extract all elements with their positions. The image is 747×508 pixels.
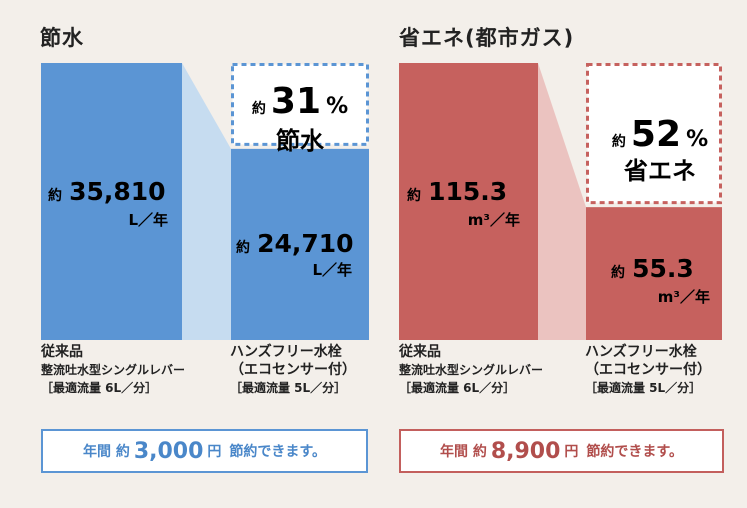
gas-bar-chart: 約 115.3 m³／年 約 55.3 m³／年 約 52 % 省エネ: [399, 63, 722, 340]
gas-cat-name-1: 従来品: [399, 344, 441, 360]
water-reduction-prefix: 約: [252, 100, 266, 117]
water-cat-name-2: ハンズフリー水栓: [230, 344, 342, 360]
gas-bar-handsfree: [586, 207, 722, 340]
water-value-prefix-2: 約: [236, 239, 250, 256]
water-cat-name-1: 従来品: [41, 344, 83, 360]
water-unit-conventional: L／年: [128, 211, 168, 229]
gas-cat-sub-2: （エコセンサー付）: [585, 362, 711, 378]
water-cat-flow-1: ［最適流量 6L／分］: [41, 381, 158, 395]
gas-reduction-unit: %: [686, 127, 708, 152]
water-value-conventional: 35,810: [69, 177, 165, 206]
gas-summary-unit: 円: [564, 444, 579, 460]
svg-text:約 115.3: 約 115.3: [407, 177, 507, 206]
water-unit-handsfree: L／年: [312, 261, 352, 279]
water-value-handsfree: 24,710: [257, 229, 353, 258]
gas-summary-box: 年間 約 8,900 円 節約できます。: [399, 429, 724, 473]
gas-cat-name-2: ハンズフリー水栓: [585, 344, 697, 360]
gas-reduction-prefix: 約: [612, 133, 626, 150]
gas-summary-prefix: 年間 約: [439, 444, 487, 460]
gas-reduction-box: [586, 63, 722, 205]
gas-label-conventional: 従来品 整流吐水型シングルレバー ［最適流量 6L／分］: [399, 343, 543, 397]
gas-unit-handsfree: m³／年: [658, 288, 710, 306]
water-reduction-value: 31: [271, 81, 321, 122]
water-reduction-unit: %: [326, 94, 348, 119]
svg-text:約 52 %: 約 52 %: [612, 114, 708, 155]
water-bar-handsfree: [231, 148, 369, 340]
water-value-prefix-1: 約: [48, 187, 62, 204]
water-summary-unit: 円: [207, 444, 222, 460]
gas-reduction-value: 52: [631, 114, 681, 155]
water-summary-box: 年間 約 3,000 円 節約できます。: [41, 429, 368, 473]
water-summary-suffix: 節約できます。: [229, 444, 327, 460]
gas-unit-conventional: m³／年: [468, 211, 520, 229]
gas-label-handsfree: ハンズフリー水栓 （エコセンサー付） ［最適流量 5L／分］: [585, 343, 711, 397]
svg-text:約 35,810: 約 35,810: [48, 177, 166, 206]
water-reduction-box: [231, 63, 369, 146]
svg-text:約 31 %: 約 31 %: [252, 81, 348, 122]
svg-text:約 24,710: 約 24,710: [236, 229, 354, 258]
water-cat-sub-2: （エコセンサー付）: [230, 362, 356, 378]
water-label-conventional: 従来品 整流吐水型シングルレバー ［最適流量 6L／分］: [41, 343, 185, 397]
water-bar-conventional: [41, 63, 182, 340]
gas-value-prefix-2: 約: [611, 264, 625, 281]
gas-cat-flow-2: ［最適流量 5L／分］: [585, 381, 702, 395]
gas-value-conventional: 115.3: [428, 177, 507, 206]
gas-cat-flow-1: ［最適流量 6L／分］: [399, 381, 516, 395]
water-reduction-label: 節水: [276, 127, 325, 155]
gas-bar-conventional: [399, 63, 538, 340]
water-connector: [182, 63, 231, 340]
gas-value-handsfree: 55.3: [632, 254, 694, 283]
water-panel: 節水 約 35,810 L／年 約 24,710 L／年 約 31 % 節水 従…: [0, 0, 372, 508]
gas-cat-sub-1: 整流吐水型シングルレバー: [399, 363, 544, 377]
water-summary-amount: 3,000: [133, 438, 204, 464]
gas-title: 省エネ(都市ガス): [399, 26, 575, 50]
gas-connector: [538, 63, 586, 340]
water-bar-chart: 約 35,810 L／年 約 24,710 L／年 約 31 % 節水: [41, 63, 369, 340]
water-label-handsfree: ハンズフリー水栓 （エコセンサー付） ［最適流量 5L／分］: [230, 343, 356, 397]
gas-reduction-label: 省エネ: [623, 157, 696, 185]
gas-panel: 省エネ(都市ガス) 約 115.3 m³／年 約 55.3 m³／年 約 52 …: [375, 0, 747, 508]
water-cat-flow-2: ［最適流量 5L／分］: [230, 381, 347, 395]
svg-text:約 55.3: 約 55.3: [611, 254, 694, 283]
gas-summary-amount: 8,900: [490, 438, 561, 464]
gas-summary-suffix: 節約できます。: [586, 444, 684, 460]
water-summary-prefix: 年間 約: [82, 444, 130, 460]
water-title: 節水: [40, 26, 84, 50]
gas-value-prefix-1: 約: [407, 187, 421, 204]
water-cat-sub-1: 整流吐水型シングルレバー: [41, 363, 186, 377]
